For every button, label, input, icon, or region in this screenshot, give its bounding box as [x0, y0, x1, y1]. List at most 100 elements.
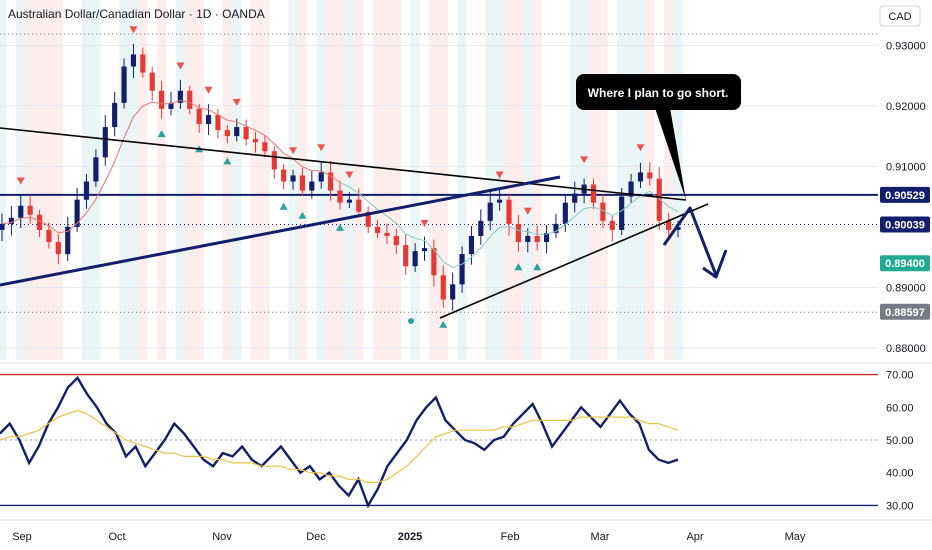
- signal-band: [119, 0, 129, 360]
- candle-body: [666, 220, 672, 230]
- signal-bands: [0, 0, 683, 360]
- signal-band: [429, 0, 439, 360]
- candle-body: [562, 202, 568, 224]
- candle-body: [0, 223, 5, 230]
- candle-body: [290, 175, 296, 182]
- buy-signal-marker: [298, 211, 307, 219]
- moving-average-line: [339, 182, 679, 269]
- signal-band: [410, 0, 420, 360]
- signal-band: [185, 0, 195, 360]
- signal-band: [673, 0, 683, 360]
- candle-body: [600, 202, 606, 221]
- candle-body: [177, 90, 183, 103]
- signal-band: [156, 0, 167, 360]
- candle-body: [468, 235, 475, 255]
- candle-body: [525, 235, 531, 243]
- candle-body: [506, 199, 512, 224]
- long-ascending-support-line: [0, 175, 561, 287]
- signal-band: [391, 0, 402, 360]
- candle-body: [130, 54, 137, 67]
- time-axis: Sep Oct Nov Dec 2025 Feb Mar Apr May: [0, 519, 932, 543]
- signal-band: [663, 0, 674, 360]
- signal-band: [354, 0, 364, 360]
- candle-body: [168, 102, 174, 109]
- candle-body: [205, 114, 212, 125]
- time-tick-label: Nov: [212, 531, 232, 543]
- candle-body: [309, 181, 315, 191]
- candle-body: [628, 181, 634, 197]
- candle-body: [675, 226, 681, 230]
- signal-band: [138, 0, 148, 360]
- signal-band: [457, 0, 467, 360]
- candle-body: [515, 223, 521, 243]
- signal-band: [222, 0, 233, 360]
- candle-body: [83, 181, 90, 200]
- currency-label: CAD: [888, 11, 911, 23]
- candle-body: [215, 114, 221, 131]
- signal-markers: [16, 26, 645, 328]
- rsi-panel: 70.00 60.00 50.00 40.00 30.00: [0, 370, 914, 512]
- candle-body: [403, 245, 409, 267]
- time-tick-label: Dec: [306, 531, 326, 543]
- price-tick-label: 0.93000: [886, 40, 926, 52]
- rsi-signal-line: [0, 409, 679, 484]
- candle-body: [431, 248, 437, 276]
- candle-body: [65, 226, 71, 255]
- sell-signal-marker: [420, 219, 429, 227]
- candle-body: [543, 232, 550, 243]
- signal-band: [25, 0, 35, 360]
- currency-box[interactable]: [879, 5, 921, 27]
- candle-body: [281, 169, 287, 182]
- candle-body: [590, 184, 597, 203]
- candle-body: [440, 275, 446, 300]
- signal-band: [438, 0, 448, 360]
- candle-body: [74, 199, 80, 227]
- candle-body: [393, 235, 399, 246]
- rsi-line: [0, 375, 679, 509]
- sell-signal-marker: [16, 177, 25, 185]
- buy-signal-marker: [439, 320, 448, 328]
- candle-body: [497, 199, 503, 203]
- candle-body: [234, 127, 240, 137]
- sell-signal-marker: [129, 26, 138, 34]
- candle-body: [149, 72, 155, 91]
- rsi-tick-label: 50.00: [886, 435, 914, 447]
- rsi-tick-label: 40.00: [886, 468, 914, 480]
- candle-body: [647, 172, 653, 179]
- time-tick-label: Mar: [591, 531, 610, 543]
- buy-signal-marker: [336, 223, 344, 231]
- signal-band: [260, 0, 270, 360]
- price-badge: [880, 303, 930, 320]
- sell-signal-marker: [523, 207, 532, 215]
- time-tick-label: Oct: [108, 531, 125, 543]
- candle-body: [55, 242, 61, 255]
- pivot-dot: [408, 318, 414, 324]
- sell-signal-marker: [636, 144, 645, 152]
- signal-band: [598, 0, 608, 360]
- buy-signal-marker: [533, 263, 542, 271]
- buy-signal-marker: [279, 202, 288, 210]
- signal-band: [44, 0, 54, 360]
- candles: [0, 43, 681, 311]
- sell-signal-marker: [204, 86, 213, 94]
- signal-band: [128, 0, 139, 360]
- signal-band: [175, 0, 186, 360]
- signal-band: [335, 0, 345, 360]
- price-badge-label: 0.88597: [885, 307, 925, 319]
- moving-average-line: [1, 99, 341, 234]
- candle-body: [187, 90, 193, 109]
- annotation-text: Where I plan to go short.: [588, 86, 729, 100]
- sell-signal-marker: [317, 144, 326, 152]
- candle-body: [384, 232, 390, 236]
- candle-body: [374, 226, 381, 233]
- candle-body: [262, 142, 268, 152]
- candle-body: [93, 157, 99, 182]
- candle-body: [346, 199, 352, 203]
- time-tick-label: Sep: [12, 531, 32, 543]
- candle-body: [572, 193, 578, 203]
- price-tick-label: 0.91000: [886, 161, 926, 173]
- signal-band: [194, 0, 204, 360]
- price-badge-label: 0.90529: [885, 190, 925, 202]
- sell-signal-marker: [345, 171, 354, 179]
